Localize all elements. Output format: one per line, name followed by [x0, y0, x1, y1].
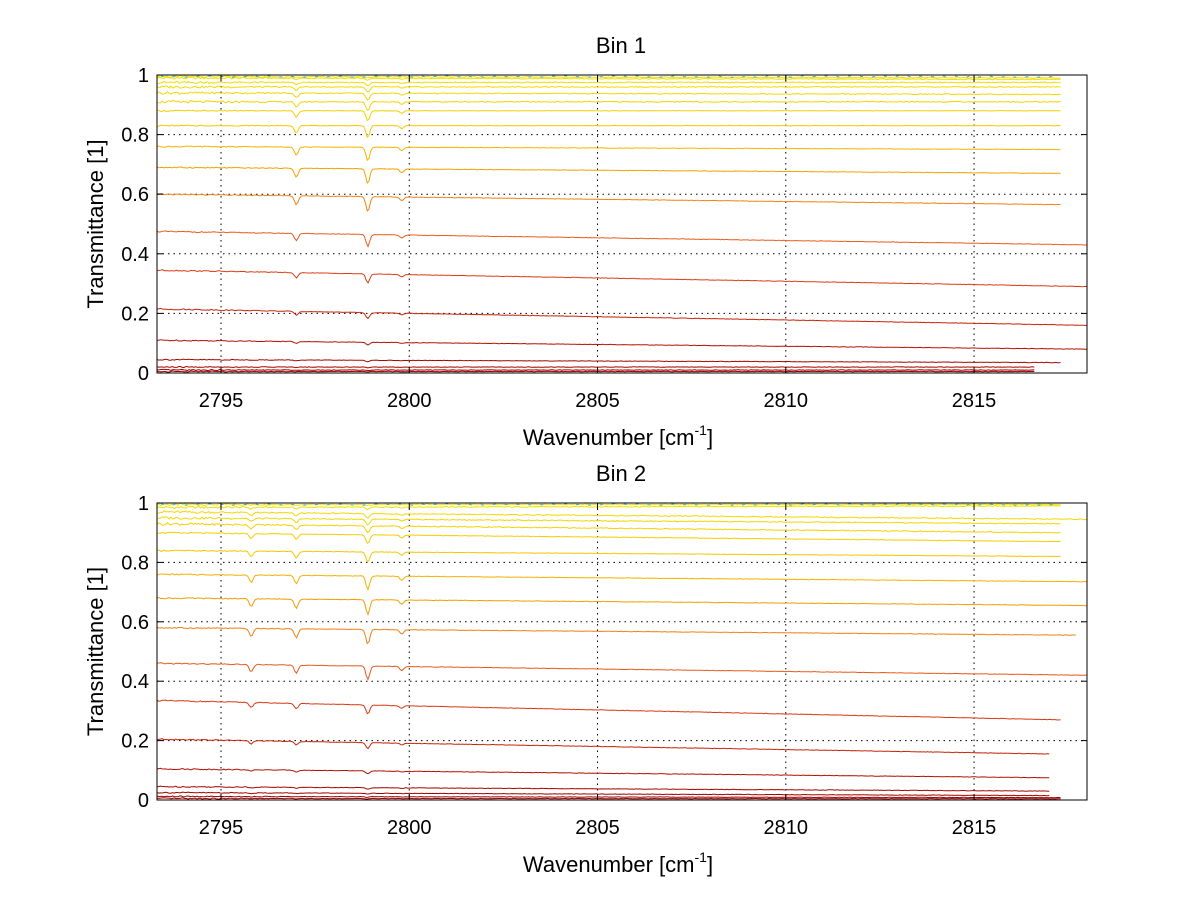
series-line: [156, 767, 1050, 779]
series-line: [157, 573, 1088, 591]
x-axis-label-end: ]: [707, 852, 713, 877]
series-line: [156, 91, 1061, 101]
series-line: [156, 230, 1087, 248]
series-line: [156, 699, 1061, 721]
y-tick-label: 1: [138, 493, 149, 515]
series-lines: [156, 502, 1088, 800]
y-tick-label: 0.4: [121, 244, 149, 266]
plot-frame: [156, 502, 1088, 801]
x-tick-label: 2795: [199, 390, 244, 412]
series-line: [156, 166, 1061, 184]
series-line: [156, 80, 1061, 87]
chart-panel-bin1: Bin 1 2795 2800 2805 2810 2815 0 0.2 0.4 0.6 0.8 1…: [83, 33, 1088, 450]
x-tick-label: 2805: [575, 390, 620, 412]
y-tick-label: 0: [138, 790, 149, 812]
series-line: [156, 795, 1061, 799]
series-line: [157, 339, 1088, 350]
series-line: [156, 626, 1076, 645]
series-line: [156, 791, 1050, 797]
series-line: [156, 370, 1035, 373]
series-line: [156, 76, 1061, 81]
x-axis-label-end: ]: [707, 425, 713, 450]
y-tick-label: 0.6: [121, 184, 149, 206]
series-line: [156, 307, 1087, 326]
series-line: [156, 145, 1061, 162]
series-line: [156, 797, 1061, 800]
y-tick-label: 0: [138, 363, 149, 385]
series-line: [156, 505, 1061, 511]
x-tick-label: 2815: [952, 390, 997, 412]
y-tick-label: 1: [138, 65, 149, 87]
y-tick-label: 0.6: [121, 612, 149, 634]
axis-ticks: 2795 2800 2805 2810 2815 0 0.2 0.4 0.6 0.8 1: [121, 493, 1087, 839]
x-tick-label: 2810: [764, 390, 809, 412]
chart-title: Bin 2: [596, 461, 646, 486]
series-line: [157, 785, 1050, 792]
series-line: [156, 368, 1035, 372]
series-line: [156, 549, 1061, 563]
x-tick-label: 2795: [199, 817, 244, 839]
x-axis-label-main: Wavenumber [cm: [523, 852, 695, 877]
series-line: [156, 738, 1050, 755]
x-tick-label: 2805: [575, 817, 620, 839]
series-line: [156, 358, 1061, 364]
y-tick-label: 0.8: [121, 125, 149, 147]
series-lines: [156, 74, 1088, 373]
y-axis-label: Transmittance [1]: [83, 139, 108, 308]
series-line: [156, 662, 1088, 681]
x-tick-label: 2815: [952, 817, 997, 839]
series-line: [156, 531, 1061, 544]
series-line: [156, 510, 1088, 521]
y-tick-label: 0.2: [121, 731, 149, 753]
chart-panel-bin2: Bin 2 2795 2800 2805 2810 2815 0 0.2 0.4 0.6 0.8 1…: [83, 461, 1088, 877]
series-line: [157, 124, 1061, 139]
x-axis-label: Wavenumber [cm-1]: [523, 849, 713, 877]
x-axis-label-main: Wavenumber [cm: [523, 425, 695, 450]
plot-frame: [156, 74, 1088, 374]
x-axis-label: Wavenumber [cm-1]: [523, 422, 713, 450]
series-line: [156, 100, 1061, 111]
x-tick-label: 2810: [764, 817, 809, 839]
series-line: [156, 109, 1061, 122]
y-tick-label: 0.4: [121, 671, 149, 693]
y-tick-label: 0.2: [121, 303, 149, 325]
chart-title: Bin 1: [596, 33, 646, 58]
x-axis-label-superscript: -1: [695, 849, 708, 865]
x-tick-label: 2800: [387, 390, 432, 412]
x-tick-label: 2800: [387, 817, 432, 839]
series-line: [156, 85, 1061, 93]
series-line: [156, 522, 1061, 534]
series-line: [156, 365, 1035, 369]
series-line: [156, 74, 1061, 79]
series-line: [156, 516, 1061, 526]
series-line: [157, 193, 1061, 212]
series-line: [156, 269, 1088, 288]
y-tick-label: 0.8: [121, 552, 149, 574]
y-axis-label: Transmittance [1]: [83, 567, 108, 736]
series-line: [156, 596, 1087, 617]
axis-ticks: 2795 2800 2805 2810 2815 0 0.2 0.4 0.6 0.8 1: [121, 65, 1087, 412]
x-axis-label-superscript: -1: [695, 422, 708, 438]
